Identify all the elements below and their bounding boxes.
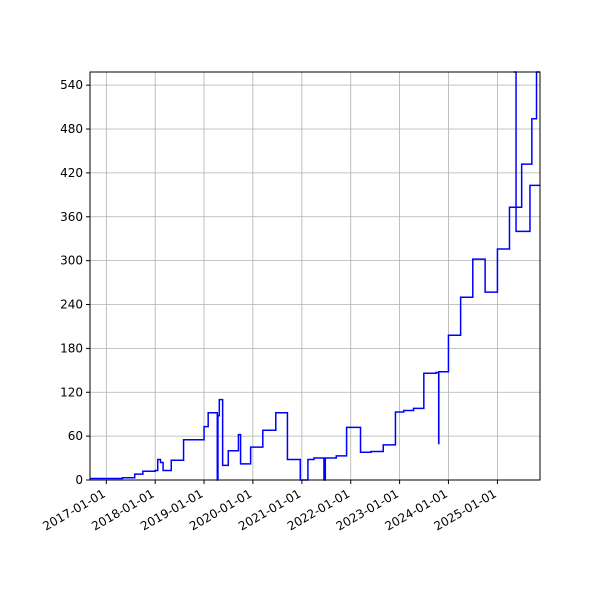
y-tick-label: 0: [75, 473, 83, 487]
y-tick-label: 240: [60, 298, 83, 312]
plot-frame: [89, 71, 541, 481]
y-tick-label: 480: [60, 122, 83, 136]
y-tick-label: 60: [68, 429, 83, 443]
y-tick-label: 300: [60, 254, 83, 268]
y-tick-label: 420: [60, 166, 83, 180]
grid-lines: [90, 72, 540, 481]
y-tick-label: 540: [60, 78, 83, 92]
y-tick-label: 360: [60, 210, 83, 224]
y-axis-ticks: 0 60 120 180 240 300 360 420 480 540: [60, 78, 90, 487]
y-tick-label: 180: [60, 341, 83, 355]
x-axis-ticks: 2017-01-012018-01-012019-01-012020-01-01…: [40, 480, 499, 533]
series-lines: [90, 71, 540, 481]
series-line-1: [90, 71, 540, 481]
y-tick-label: 120: [60, 385, 83, 399]
